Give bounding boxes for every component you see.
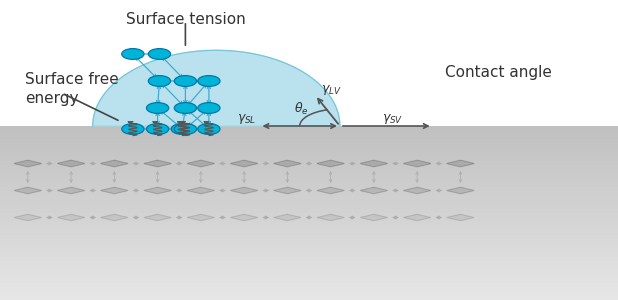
- Polygon shape: [447, 187, 474, 194]
- Bar: [0, 274, 618, 278]
- Circle shape: [198, 124, 220, 134]
- Bar: [0, 209, 618, 213]
- Bar: [0, 256, 618, 261]
- Polygon shape: [101, 187, 128, 194]
- Polygon shape: [57, 187, 85, 194]
- Circle shape: [148, 76, 171, 86]
- Polygon shape: [144, 160, 171, 167]
- Polygon shape: [231, 214, 258, 221]
- Bar: [0, 0, 618, 126]
- Polygon shape: [404, 187, 431, 194]
- Text: $\gamma_{SL}$: $\gamma_{SL}$: [237, 112, 256, 126]
- Bar: [0, 157, 618, 161]
- Bar: [0, 261, 618, 265]
- Bar: [0, 265, 618, 269]
- Bar: [0, 230, 618, 235]
- Polygon shape: [404, 160, 431, 167]
- Bar: [0, 291, 618, 296]
- Polygon shape: [317, 214, 344, 221]
- Bar: [0, 178, 618, 182]
- Bar: [0, 130, 618, 135]
- Text: $\theta_e$: $\theta_e$: [294, 100, 308, 117]
- Bar: [0, 196, 618, 200]
- Polygon shape: [144, 214, 171, 221]
- Bar: [0, 278, 618, 283]
- Polygon shape: [93, 50, 340, 126]
- Bar: [0, 213, 618, 217]
- Polygon shape: [274, 187, 301, 194]
- Circle shape: [148, 49, 171, 59]
- Bar: [0, 161, 618, 165]
- Bar: [0, 235, 618, 239]
- Circle shape: [146, 124, 169, 134]
- Text: $\gamma_{SV}$: $\gamma_{SV}$: [382, 112, 403, 126]
- Bar: [0, 148, 618, 152]
- Bar: [0, 244, 618, 248]
- Text: Contact angle: Contact angle: [445, 64, 552, 80]
- Polygon shape: [360, 187, 387, 194]
- Bar: [0, 135, 618, 139]
- Bar: [0, 283, 618, 287]
- Polygon shape: [274, 160, 301, 167]
- Bar: [0, 269, 618, 274]
- Bar: [0, 296, 618, 300]
- Bar: [0, 222, 618, 226]
- Bar: [0, 217, 618, 222]
- Polygon shape: [144, 187, 171, 194]
- Bar: [0, 204, 618, 209]
- Text: Surface tension: Surface tension: [125, 12, 245, 27]
- Bar: [0, 139, 618, 143]
- Bar: [0, 287, 618, 291]
- Bar: [0, 174, 618, 178]
- Polygon shape: [187, 187, 214, 194]
- Polygon shape: [14, 187, 41, 194]
- Polygon shape: [274, 214, 301, 221]
- Polygon shape: [231, 187, 258, 194]
- Polygon shape: [14, 214, 41, 221]
- Bar: [0, 143, 618, 148]
- Polygon shape: [231, 160, 258, 167]
- Polygon shape: [360, 214, 387, 221]
- Bar: [0, 152, 618, 157]
- Bar: [0, 200, 618, 204]
- Bar: [0, 239, 618, 244]
- Polygon shape: [57, 214, 85, 221]
- Bar: [0, 126, 618, 130]
- Circle shape: [198, 76, 220, 86]
- Polygon shape: [360, 160, 387, 167]
- Polygon shape: [447, 214, 474, 221]
- Polygon shape: [447, 160, 474, 167]
- Bar: [0, 226, 618, 230]
- Circle shape: [174, 124, 197, 134]
- Bar: [0, 169, 618, 174]
- Polygon shape: [317, 187, 344, 194]
- Bar: [0, 187, 618, 191]
- Circle shape: [174, 103, 197, 113]
- Polygon shape: [317, 160, 344, 167]
- Circle shape: [146, 103, 169, 113]
- Circle shape: [122, 49, 144, 59]
- Text: Surface free
energy: Surface free energy: [25, 72, 119, 106]
- Circle shape: [198, 103, 220, 113]
- Polygon shape: [57, 160, 85, 167]
- Polygon shape: [101, 160, 128, 167]
- Circle shape: [122, 124, 144, 134]
- Bar: [0, 165, 618, 169]
- Circle shape: [174, 76, 197, 86]
- Polygon shape: [187, 160, 214, 167]
- Text: $\gamma_{LV}$: $\gamma_{LV}$: [321, 83, 342, 97]
- Polygon shape: [187, 214, 214, 221]
- Polygon shape: [14, 160, 41, 167]
- Bar: [0, 182, 618, 187]
- Bar: [0, 248, 618, 252]
- Circle shape: [171, 124, 193, 134]
- Bar: [0, 191, 618, 196]
- Polygon shape: [101, 214, 128, 221]
- Polygon shape: [404, 214, 431, 221]
- Bar: [0, 252, 618, 256]
